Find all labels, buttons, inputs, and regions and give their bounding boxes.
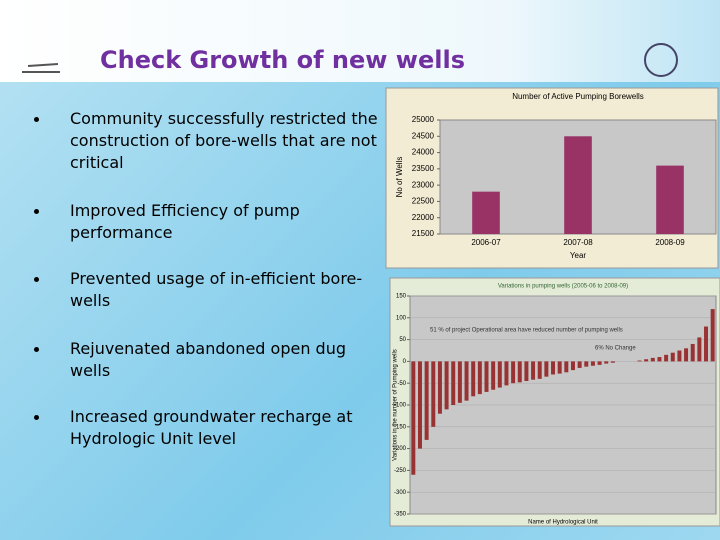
bar [417, 361, 422, 449]
bar [444, 361, 449, 410]
bullet: Prevented usage of in-efficient bore-wel… [70, 269, 363, 310]
y-tick-label: 100 [396, 315, 407, 321]
bar [590, 361, 595, 366]
bar [697, 337, 702, 362]
bullet: Increased groundwater recharge at Hydrol… [70, 407, 353, 448]
bullet: Improved Efficiency of pump performance [70, 201, 300, 242]
bar [650, 357, 655, 362]
bar [564, 361, 569, 373]
bar [677, 350, 682, 362]
bar [577, 361, 582, 368]
bar [670, 352, 675, 362]
y-tick-label: 23500 [412, 164, 435, 173]
y-tick-label: -200 [394, 446, 407, 452]
bar [704, 326, 709, 362]
chart-title: Variations in pumping wells (2005-06 to … [498, 284, 628, 290]
slide-title: Check Growth of new wells [100, 46, 465, 74]
x-axis-label: Year [570, 251, 587, 260]
bar [457, 361, 462, 403]
bar [570, 361, 575, 371]
y-axis-label: Variations in the number of Pumping well… [393, 349, 399, 461]
bar [537, 361, 542, 379]
bar [657, 357, 662, 362]
bar [610, 361, 615, 363]
y-tick-label: -50 [397, 381, 406, 387]
x-tick-label: 2007-08 [563, 238, 593, 247]
bar [491, 361, 496, 390]
y-tick-label: 24000 [412, 148, 435, 157]
bar [544, 361, 549, 377]
bullet-dot [34, 117, 39, 122]
bullet-dot [34, 415, 39, 420]
y-tick-label: 50 [399, 337, 406, 343]
bullet-dot [34, 277, 39, 282]
bullet: Community successfully restricted the co… [70, 109, 378, 172]
bar [597, 361, 602, 365]
bar [511, 361, 516, 384]
y-tick-label: 150 [396, 294, 407, 300]
bullet-dot [34, 347, 39, 352]
bar [451, 361, 456, 405]
x-tick-label: 2006-07 [471, 238, 501, 247]
y-tick-label: -350 [394, 512, 407, 518]
bar [431, 361, 436, 427]
bar [472, 191, 500, 234]
bar [551, 361, 556, 375]
y-tick-label: 22500 [412, 197, 435, 206]
bar [710, 309, 715, 362]
header-band [0, 0, 720, 82]
bar [497, 361, 502, 388]
bar [690, 343, 695, 362]
y-tick-label: 21500 [412, 229, 435, 238]
bar [531, 361, 536, 380]
bar [557, 361, 562, 374]
bar [464, 361, 469, 401]
bar [437, 361, 442, 414]
bar [484, 361, 489, 392]
bar [684, 348, 689, 362]
y-tick-label: 0 [403, 359, 407, 365]
bar [637, 360, 642, 362]
bar [517, 361, 522, 383]
annotation: 6% No Change [595, 346, 636, 352]
y-tick-label: 25000 [412, 115, 435, 124]
y-axis-label: No of Wells [395, 157, 404, 198]
y-tick-label: 23000 [412, 180, 435, 189]
bar [584, 361, 589, 367]
bar [664, 354, 669, 362]
chart-title: Number of Active Pumping Borewells [512, 92, 644, 101]
bar [524, 361, 529, 382]
y-tick-label: 22000 [412, 213, 435, 222]
y-tick-label: -100 [394, 403, 407, 409]
bar [656, 165, 684, 234]
bar [424, 361, 429, 440]
bar [411, 361, 416, 475]
x-axis-label: Name of Hydrological Unit [528, 520, 598, 526]
y-tick-label: 24500 [412, 131, 435, 140]
bar [644, 359, 649, 362]
bar [477, 361, 482, 395]
annotation: 51 % of project Operational area have re… [430, 328, 623, 334]
bullet-dot [34, 209, 39, 214]
y-tick-label: -150 [394, 424, 407, 430]
y-tick-label: -250 [394, 468, 407, 474]
bullet: Rejuvenated abandoned open dug wells [70, 339, 346, 380]
bar [471, 361, 476, 397]
x-tick-label: 2008-09 [655, 238, 685, 247]
bar [504, 361, 509, 386]
y-tick-label: -300 [394, 490, 407, 496]
bar [604, 361, 609, 364]
bar [564, 136, 592, 234]
